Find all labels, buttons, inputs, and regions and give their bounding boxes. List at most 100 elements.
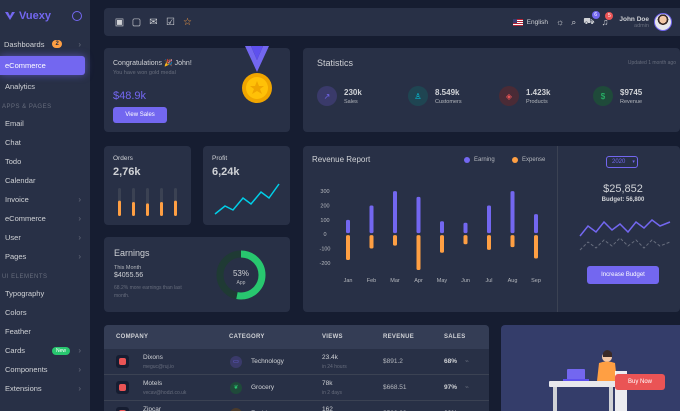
search-icon[interactable]: ⌕ [571,16,577,27]
orders-bar [160,202,163,216]
sidebar-section-header: UI ELEMENTS [2,274,48,280]
sidebar-item-email[interactable]: Email [0,114,90,133]
orders-mini-chart [118,188,177,216]
expense-bar [346,235,350,260]
revenue-report-title: Revenue Report [312,155,371,164]
earning-bar [416,196,421,234]
sidebar: Vuexy Dashboards 2 › eCommerce Analytics… [0,0,90,411]
sidebar-item-cards[interactable]: Cards New › [0,341,90,360]
buy-now-button[interactable]: Buy Now [615,374,665,390]
stat-products: ◈ 1.423k Products [499,86,550,106]
avatar[interactable] [654,13,672,31]
expense-bar [534,235,538,259]
medal-icon [242,46,272,103]
column-header-sales: SALES [444,334,466,340]
mail-icon[interactable]: ✉ [149,16,158,28]
user-menu[interactable]: John Doe admin [619,16,649,29]
sidebar-item-calendar[interactable]: Calendar [0,171,90,190]
y-tick-label: 200 [320,204,329,210]
table-row[interactable]: Zipcardavcilse@is.gov◎Fashion162in 5 day… [104,401,489,411]
congrats-title: Congratulations 🎉 John! [113,60,192,67]
brand[interactable]: Vuexy [0,0,90,32]
sidebar-item-feather[interactable]: Feather [0,322,90,341]
sidebar-item-invoice[interactable]: Invoice › [0,190,90,209]
sidebar-item-label: Typography [5,289,45,298]
sidebar-item-pages[interactable]: Pages › [0,247,90,266]
increase-budget-button[interactable]: Increase Budget [587,266,659,284]
orders-card: Orders 2,76k [104,146,191,225]
stat-value: $9745 [620,87,643,97]
bell-icon[interactable]: ♫ 5 [602,12,614,27]
sidebar-item-typography[interactable]: Typography [0,284,90,303]
trending-up-icon: ↗ [317,86,337,106]
column-header-views: VIEWS [322,334,343,340]
stat-value: 230k [344,87,362,97]
sidebar-item-label: Todo [5,157,22,166]
earning-bar [369,205,374,234]
chevron-right-icon: › [78,39,81,49]
star-icon[interactable]: ☆ [183,16,192,28]
sidebar-item-ecommerce[interactable]: eCommerce [0,56,85,75]
earnings-title: Earnings [114,248,150,258]
check-square-icon[interactable]: ☑ [166,16,175,28]
calendar-icon[interactable]: ▣ [114,16,125,28]
legend-expense: Expense [512,157,545,163]
stat-sales: ↗ 230k Sales [317,86,362,106]
sidebar-item-user[interactable]: User › [0,228,90,247]
chevron-right-icon: › [78,252,81,261]
company-logo [116,407,129,411]
chevron-right-icon: › [78,365,81,374]
sidebar-item-label: eCommerce [5,61,46,70]
revenue-value: $668.51 [383,384,407,391]
table-header [104,325,489,349]
expense-bar [487,235,491,250]
earning-bar [534,214,538,234]
message-icon[interactable]: ▢ [131,16,142,28]
sidebar-item-colors[interactable]: Colors [0,303,90,322]
earnings-subtitle: This Month [114,265,142,271]
company-logo [116,381,129,394]
us-flag-icon[interactable] [512,18,523,26]
column-header-company: COMPANY [116,334,149,340]
table-row[interactable]: Motels vecav@hodzi.co.uk ❦ Grocery 78k in 2 d… [104,375,489,401]
technology-icon: ▭ [230,356,242,368]
language-selector[interactable]: English [526,18,548,26]
sidebar-item-analytics[interactable]: Analytics [0,77,90,96]
sidebar-item-ecommerce[interactable]: eCommerce › [0,209,90,228]
earning-bar [440,221,444,234]
notification-count-badge: 5 [605,12,614,20]
brand-logo-icon [5,12,15,20]
sidebar-item-extensions[interactable]: Extensions › [0,379,90,398]
sidebar-group-dashboards[interactable]: Dashboards 2 › [0,34,90,54]
sidebar-toggle-icon[interactable] [72,11,82,21]
sidebar-item-components[interactable]: Components › [0,360,90,379]
donut-percent: 53% [233,269,249,278]
sidebar-item-label: Feather [5,327,31,336]
revenue-bar-chart: 300 200 100 0 -100 -200 Jan Feb Mar Apr May Jun Jul A… [319,189,540,284]
sidebar-item-label: User [5,233,21,242]
earnings-card: Earnings This Month $4055.56 68.2% more … [104,237,290,312]
stat-revenue: $ $9745 Revenue [593,86,642,106]
earning-bar [510,191,515,234]
chevron-right-icon: › [78,195,81,204]
sidebar-group-label: Dashboards [4,39,45,49]
trending-icon: ⌁ [465,358,469,365]
cart-icon[interactable]: ⛟ 6 [583,11,600,28]
user-name: John Doe [619,15,649,23]
view-sales-button[interactable]: View Sales [113,107,167,123]
company-name: Zipcar [143,406,162,411]
x-tick-label: Jun [461,278,470,284]
table-row[interactable]: Dixons meguc@ruj.io ▭ Technology 23.4k in 24 … [104,349,489,375]
sidebar-item-todo[interactable]: Todo [0,152,90,171]
stat-customers: ♙ 8.549k Customers [408,86,462,106]
budget-label: Budget: 56,800 [601,197,645,203]
fashion-icon: ◎ [230,408,242,411]
sun-icon[interactable]: ☼ [556,17,565,27]
sidebar-item-label: Email [5,119,24,128]
year-select[interactable]: 2020 ▾ [606,156,638,168]
earning-bar [487,205,491,234]
sidebar-item-chat[interactable]: Chat [0,133,90,152]
sidebar-item-label: Components [5,365,48,374]
company-logo [116,355,129,368]
stat-text: 8.549k Customers [435,88,462,105]
